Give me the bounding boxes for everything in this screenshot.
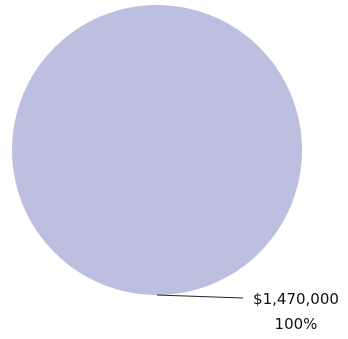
slice-value-label: $1,470,000 <box>253 290 339 308</box>
leader-line <box>156 294 244 299</box>
slices-layer <box>12 5 302 295</box>
slice-percent-label: 100% <box>275 315 318 333</box>
labels-layer: $1,470,000 100% <box>156 290 339 333</box>
pie-slice <box>12 5 302 295</box>
